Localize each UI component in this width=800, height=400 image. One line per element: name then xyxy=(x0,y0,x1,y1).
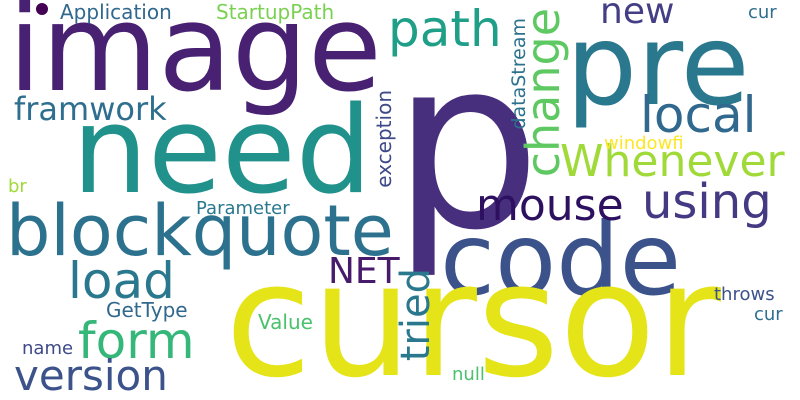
word-gettype: GetType xyxy=(106,298,188,322)
word-mouse: mouse xyxy=(476,180,624,231)
word-need: need xyxy=(72,82,372,221)
word-parameter: Parameter xyxy=(196,198,290,219)
word-windowfi: windowfi xyxy=(604,133,684,154)
word-form: form xyxy=(78,312,195,370)
word-br: br xyxy=(8,176,27,197)
word-exception: exception xyxy=(372,90,396,188)
word-pre: pre xyxy=(566,1,750,131)
word-null: null xyxy=(452,364,485,385)
word-name: name xyxy=(22,338,74,359)
word-new: new xyxy=(600,0,675,32)
word-datastream: dataStream xyxy=(508,18,530,130)
word-using: using xyxy=(642,174,772,230)
word-p: p xyxy=(392,9,542,282)
word-path: path xyxy=(388,0,502,58)
word-load: load xyxy=(68,252,175,310)
word-throws: throws xyxy=(714,284,775,305)
word-cur-top: cur xyxy=(748,2,777,23)
word-startuppath: StartupPath xyxy=(216,0,335,24)
word-tried: tried xyxy=(393,268,439,362)
word-version: version xyxy=(14,351,168,400)
word-cur-bottom: cur xyxy=(754,304,783,325)
word-cursor: cursor xyxy=(225,229,721,400)
word-framwork: framwork xyxy=(14,90,167,128)
word-value: Value xyxy=(258,310,313,334)
word-image: image xyxy=(8,0,382,119)
word-local: local xyxy=(640,86,757,144)
word-whenever: Whenever xyxy=(560,136,785,187)
word-net: NET xyxy=(328,251,400,292)
word-blockquote: blockquote xyxy=(6,190,394,272)
word-application: Application xyxy=(60,0,172,24)
dot-mark xyxy=(36,3,48,15)
word-code: code xyxy=(440,201,682,318)
